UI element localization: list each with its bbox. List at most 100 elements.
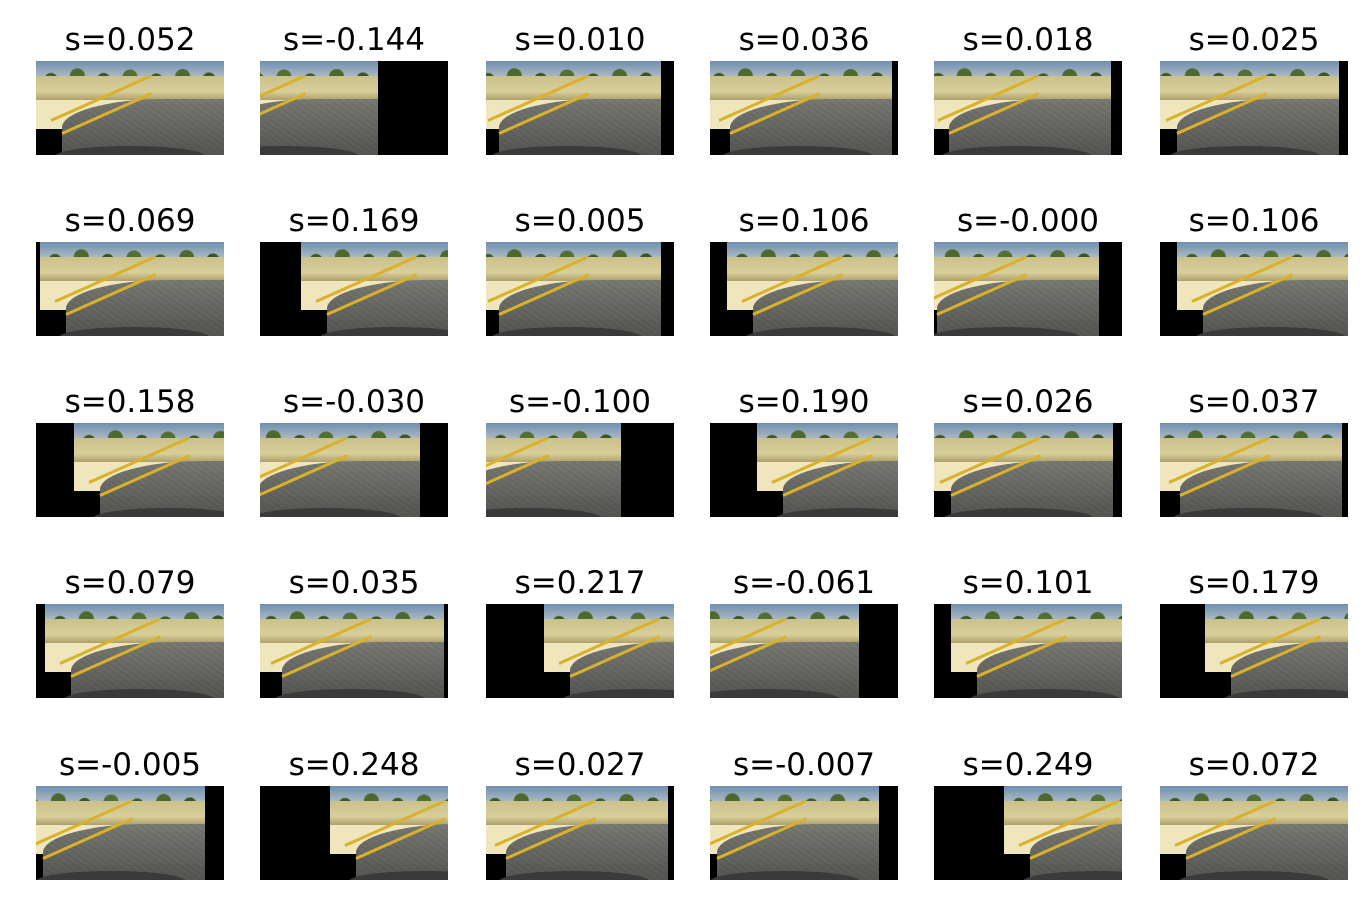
road-scene — [710, 604, 859, 698]
road-scene — [544, 604, 674, 698]
road-scene — [74, 423, 224, 517]
image-cell: s=0.158 — [36, 380, 224, 517]
steering-angle-title: s=-0.061 — [732, 565, 876, 601]
image-cell: s=0.217 — [486, 561, 674, 698]
road-image — [260, 604, 448, 698]
image-cell: s=0.036 — [710, 18, 898, 155]
image-cell: s=-0.005 — [36, 743, 224, 880]
road-scene — [45, 604, 224, 698]
hood-region — [92, 507, 224, 517]
hood-region — [63, 688, 215, 698]
hood-region — [491, 145, 643, 155]
road-image — [1160, 423, 1348, 517]
road-scene — [486, 61, 661, 155]
road-scene — [260, 423, 420, 517]
hood-region — [710, 870, 861, 880]
road-scene — [934, 423, 1113, 517]
image-cell: s=0.179 — [1160, 561, 1348, 698]
hood-region — [941, 145, 1093, 155]
steering-angle-title: s=0.106 — [1188, 203, 1320, 239]
hood-region — [1195, 326, 1347, 336]
steering-angle-title: s=0.005 — [514, 203, 646, 239]
steering-angle-title: s=0.072 — [1188, 747, 1320, 783]
road-scene — [260, 604, 444, 698]
road-image — [260, 786, 448, 880]
steering-angle-title: s=0.069 — [64, 203, 196, 239]
image-cell: s=-0.061 — [710, 561, 898, 698]
steering-angle-title: s=0.169 — [288, 203, 420, 239]
hood-region — [775, 507, 898, 517]
road-scene — [1205, 604, 1348, 698]
road-scene — [1004, 786, 1122, 880]
steering-angle-title: s=0.052 — [64, 22, 196, 58]
steering-angle-title: s=0.035 — [288, 565, 420, 601]
road-image — [486, 604, 674, 698]
road-image — [934, 786, 1122, 880]
road-image — [934, 242, 1122, 336]
road-image — [486, 786, 674, 880]
steering-angle-title: s=-0.100 — [508, 384, 652, 420]
road-image — [36, 604, 224, 698]
hood-region — [498, 870, 650, 880]
road-image — [710, 242, 898, 336]
steering-angle-title: s=-0.000 — [956, 203, 1100, 239]
hood-region — [319, 326, 448, 336]
steering-angle-title: s=0.248 — [288, 747, 420, 783]
steering-angle-title: s=-0.030 — [282, 384, 426, 420]
steering-angle-title: s=0.101 — [962, 565, 1094, 601]
hood-region — [54, 145, 206, 155]
steering-angle-title: s=0.106 — [738, 203, 870, 239]
image-cell: s=-0.030 — [260, 380, 448, 517]
steering-angle-title: s=-0.144 — [282, 22, 426, 58]
steering-angle-title: s=0.158 — [64, 384, 196, 420]
hood-region — [745, 326, 897, 336]
road-image — [710, 423, 898, 517]
steering-angle-title: s=0.010 — [514, 22, 646, 58]
road-scene — [330, 786, 448, 880]
image-cell: s=0.101 — [934, 561, 1122, 698]
road-image — [934, 423, 1122, 517]
image-cell: s=0.106 — [1160, 199, 1348, 336]
road-scene — [260, 61, 378, 155]
road-image — [1160, 61, 1348, 155]
road-scene — [1160, 423, 1342, 517]
image-cell: s=0.106 — [710, 199, 898, 336]
road-image — [36, 242, 224, 336]
image-cell: s=-0.000 — [934, 199, 1122, 336]
road-scene — [40, 242, 224, 336]
image-cell: s=0.072 — [1160, 743, 1348, 880]
road-scene — [36, 786, 205, 880]
road-image — [1160, 604, 1348, 698]
road-image — [260, 242, 448, 336]
image-cell: s=0.248 — [260, 743, 448, 880]
road-image — [260, 423, 448, 517]
hood-region — [274, 688, 426, 698]
road-scene — [1177, 242, 1348, 336]
image-cell: s=0.026 — [934, 380, 1122, 517]
image-cell: s=0.005 — [486, 199, 674, 336]
steering-angle-title: s=0.079 — [64, 565, 196, 601]
road-image — [710, 604, 898, 698]
road-image — [934, 61, 1122, 155]
road-image — [36, 786, 224, 880]
steering-angle-title: s=0.249 — [962, 747, 1094, 783]
road-scene — [486, 786, 668, 880]
road-image — [486, 423, 674, 517]
steering-angle-title: s=0.027 — [514, 747, 646, 783]
road-image — [36, 423, 224, 517]
image-cell: s=0.018 — [934, 18, 1122, 155]
hood-region — [943, 507, 1095, 517]
image-cell: s=0.027 — [486, 743, 674, 880]
hood-region — [1223, 688, 1348, 698]
steering-angle-title: s=0.025 — [1188, 22, 1320, 58]
steering-angle-title: s=0.036 — [738, 22, 870, 58]
hood-region — [562, 688, 674, 698]
road-image — [486, 242, 674, 336]
road-image — [710, 786, 898, 880]
steering-angle-title: s=0.018 — [962, 22, 1094, 58]
image-cell: s=0.079 — [36, 561, 224, 698]
image-cell: s=0.169 — [260, 199, 448, 336]
image-cell: s=0.010 — [486, 18, 674, 155]
image-cell: s=-0.100 — [486, 380, 674, 517]
